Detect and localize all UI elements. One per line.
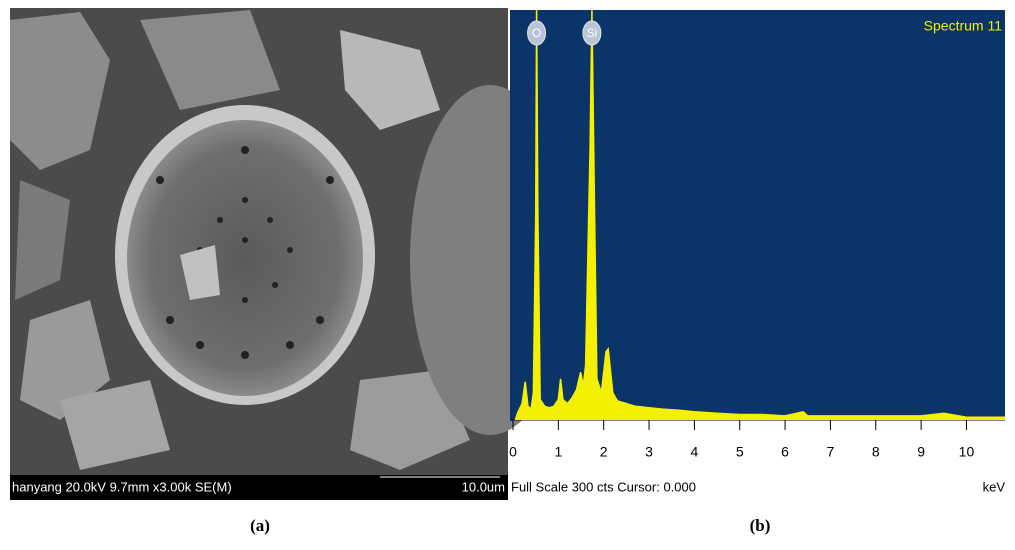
caption-b: (b)	[750, 516, 771, 535]
spectrum-title: Spectrum 11	[924, 18, 1003, 34]
footer: Full Scale 300 cts Cursor: 0.000	[511, 479, 696, 494]
x-tick-label: 5	[736, 444, 744, 460]
sem-scale: 10.0um	[462, 479, 505, 494]
x-tick-label: 6	[781, 444, 789, 460]
figure: hanyang 20.0kV 9.7mm x3.00k SE(M) 10.0um…	[0, 0, 1015, 545]
peak-label: Si	[587, 26, 598, 40]
sem-info: hanyang 20.0kV 9.7mm x3.00k SE(M)	[12, 479, 232, 494]
plot-background	[510, 10, 1005, 420]
x-tick-label: 10	[959, 444, 975, 460]
caption-a: (a)	[250, 516, 270, 535]
peak-label: O	[532, 26, 541, 40]
x-tick-label: 3	[645, 444, 653, 460]
x-tick-label: 8	[872, 444, 880, 460]
x-tick-label: 1	[554, 444, 562, 460]
sem-image: hanyang 20.0kV 9.7mm x3.00k SE(M) 10.0um	[10, 8, 570, 500]
x-tick-label: 4	[690, 444, 698, 460]
x-tick-label: 2	[600, 444, 608, 460]
x-axis-label: keV	[983, 479, 1006, 494]
x-tick-label: 7	[827, 444, 835, 460]
x-tick-label: 0	[509, 444, 517, 460]
x-tick-label: 9	[917, 444, 925, 460]
